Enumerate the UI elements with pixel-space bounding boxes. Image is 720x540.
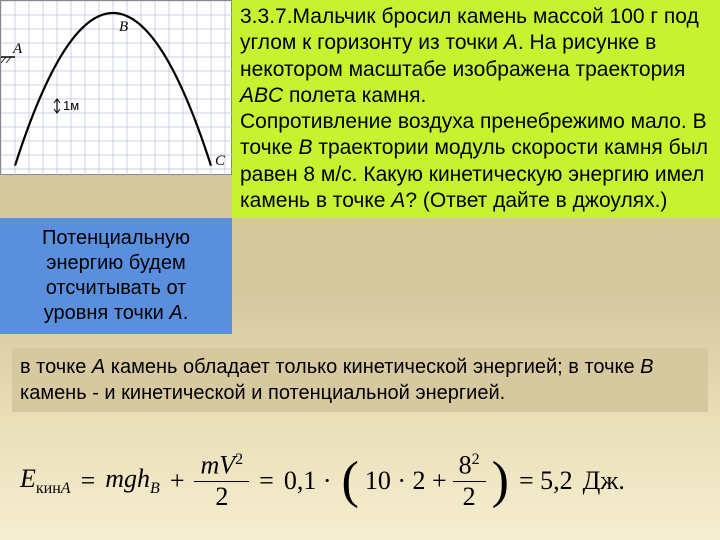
rparen-icon: ) [492, 460, 509, 502]
explanation-box: в точке A камень обладает только кинетич… [12, 348, 708, 412]
inner-sup: 2 [472, 451, 480, 468]
note-p1: Потенциальную энергию будем отсчитывать … [42, 227, 190, 324]
coeff: 0,1 · [284, 466, 332, 496]
exp-B: B [640, 356, 653, 378]
lhs-E: E [20, 464, 36, 493]
lparen-icon: ( [342, 460, 359, 502]
svg-text:B: B [119, 19, 128, 35]
top-row: 1м ABC 3.3.7.Мальчик бросил камень массо… [0, 0, 720, 218]
eq1: = [81, 466, 96, 496]
formula: EкинA = mghB + mV2 2 = 0,1 · ( 10 · 2 + … [12, 442, 708, 520]
unit: Дж. [583, 466, 625, 496]
paren-group: ( 10 · 2 + 82 2 ) [342, 452, 509, 510]
note-pt: A [169, 302, 182, 324]
frac-sup: 2 [235, 451, 243, 468]
mgh-sub: B [150, 480, 160, 497]
problem-text: 3.3.7.Мальчик бросил камень массой 100 г… [232, 0, 720, 218]
svg-text:A: A [12, 41, 23, 57]
lhs-sub-A: A [61, 480, 71, 497]
exp-p2: камень обладает только кинетической энер… [105, 356, 640, 378]
svg-text:C: C [215, 153, 226, 169]
traj-abc: ABC [240, 84, 283, 107]
exp-p3: камень - и кинетической и потенциальной … [20, 382, 505, 404]
frac-num-mv: mV [200, 451, 235, 480]
diagram-svg: 1м A B C [1, 1, 233, 176]
eq2: = [259, 466, 274, 496]
result-val: = 5,2 [519, 466, 573, 496]
trajectory-diagram: 1м A B C [0, 0, 232, 175]
note-period: . [183, 302, 189, 324]
mgh: mgh [105, 464, 150, 493]
svg-text:1м: 1м [63, 98, 79, 113]
plus1: + [170, 466, 185, 496]
problem-p6: ? (Ответ дайте в джоулях.) [405, 189, 667, 212]
inner-frac: 82 2 [453, 452, 486, 510]
second-row: Потенциальную энергию будем отсчитывать … [0, 218, 720, 334]
inner-a: 10 · 2 + [365, 466, 447, 496]
problem-p3: полета камня. [283, 84, 426, 107]
note-box: Потенциальную энергию будем отсчитывать … [0, 218, 232, 334]
pt-B1: B [298, 136, 312, 159]
inner-num: 8 [459, 451, 472, 480]
term-mgh: mghB [105, 464, 160, 498]
frac-mv2: mV2 2 [194, 452, 249, 510]
exp-p1: в точке [20, 356, 92, 378]
pt-A1: A [504, 31, 518, 54]
frac-den: 2 [209, 482, 234, 510]
lhs: EкинA [20, 464, 71, 498]
exp-A: A [92, 356, 105, 378]
pt-A2: A [391, 189, 405, 212]
lhs-sub-kin: кин [36, 480, 61, 497]
problem-number: 3.3.7. [240, 5, 293, 28]
inner-den: 2 [457, 482, 482, 510]
